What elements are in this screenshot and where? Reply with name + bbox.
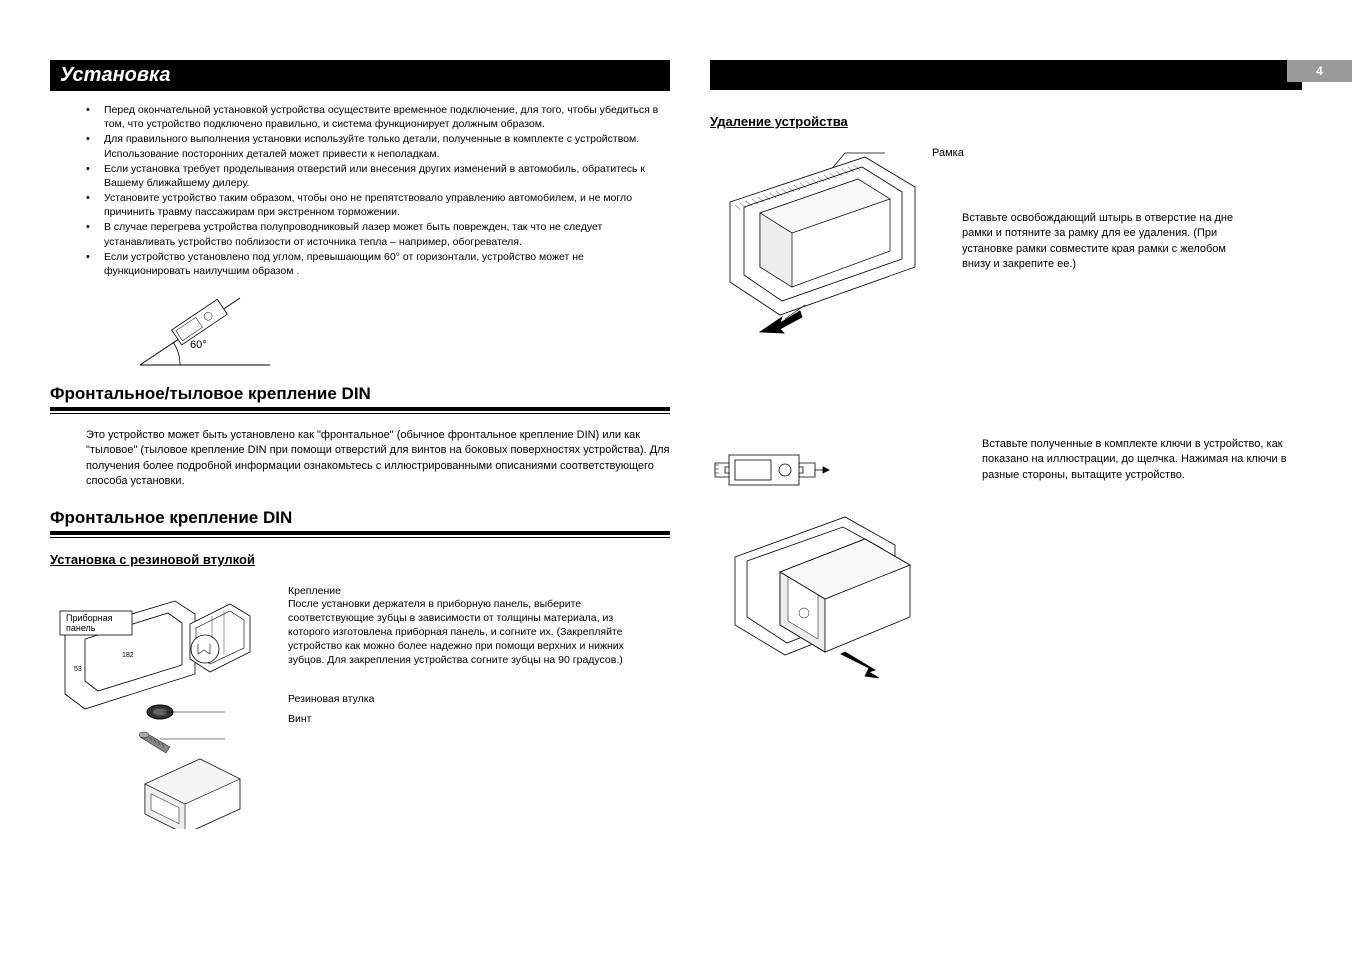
mount-text: После установки держателя в приборную па… (288, 597, 638, 668)
keys-text: Вставьте полученные в комплекте ключи в … (982, 437, 1302, 483)
removal-block: Рамка Вставьте освобождающий штырь в отв… (710, 147, 1302, 377)
install-text-column: Крепление После установки держателя в пр… (288, 579, 638, 726)
bullet-item: Для правильного выполнения установки исп… (86, 132, 670, 160)
right-column: Удаление устройства (710, 60, 1302, 829)
removal-title: Удаление устройства (710, 114, 1302, 129)
install-diagram: 182 53 Приборная панель (50, 579, 280, 829)
svg-text:182: 182 (122, 652, 134, 659)
screw-label: Винт (288, 713, 638, 725)
bullet-item: В случае перегрева устройства полупровод… (86, 220, 670, 248)
section-din-mount-body: Это устройство может быть установлено ка… (50, 428, 670, 490)
page-container: Установка Перед окончательной установкой… (0, 0, 1352, 829)
bullet-list: Перед окончательной установкой устройств… (50, 103, 670, 278)
page-number: 4 (1287, 60, 1352, 82)
angle-diagram: 60° (130, 290, 670, 370)
removal-diagram (710, 147, 950, 377)
bullet-item: Перед окончательной установкой устройств… (86, 103, 670, 131)
section-bar (50, 531, 670, 538)
angle-label: 60° (190, 339, 207, 351)
keys-diagram (710, 437, 970, 687)
frame-label: Рамка (932, 147, 1242, 159)
svg-text:53: 53 (74, 666, 82, 673)
bullet-item: Установите устройство таким образом, что… (86, 191, 670, 219)
removal-text: Вставьте освобождающий штырь в отверстие… (962, 161, 1242, 273)
section-bar (50, 407, 670, 414)
left-column: Установка Перед окончательной установкой… (50, 60, 670, 829)
main-title: Установка (50, 60, 670, 91)
bushing-label: Резиновая втулка (288, 693, 638, 705)
bullet-item: Если установка требует проделывания отве… (86, 162, 670, 190)
removal-text-block: Рамка Вставьте освобождающий штырь в отв… (962, 147, 1242, 273)
section-din-mount-title: Фронтальное/тыловое крепление DIN (50, 384, 670, 404)
svg-text:Приборная: Приборная (66, 613, 113, 623)
right-black-bar (710, 60, 1302, 90)
bullet-item: Если устройство установлено под углом, п… (86, 250, 670, 278)
mount-label: Крепление (288, 585, 638, 597)
install-diagram-block: 182 53 Приборная панель (50, 579, 670, 829)
svg-text:панель: панель (66, 623, 96, 633)
rubber-bushing-subtitle: Установка с резиновой втулкой (50, 552, 670, 567)
section-front-din-title: Фронтальное крепление DIN (50, 508, 670, 528)
keys-block: Вставьте полученные в комплекте ключи в … (710, 437, 1302, 687)
